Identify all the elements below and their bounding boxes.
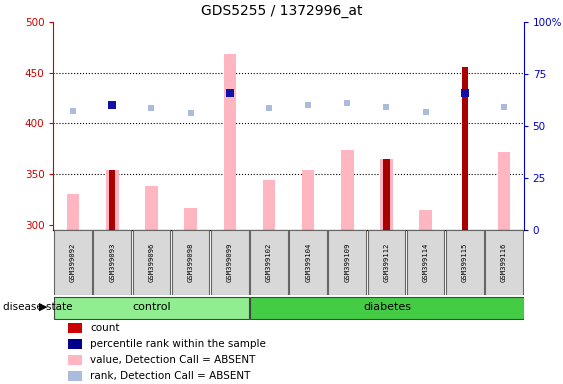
Text: diabetes: diabetes xyxy=(363,302,411,312)
Bar xyxy=(446,230,484,295)
Text: GSM399092: GSM399092 xyxy=(70,243,76,282)
Bar xyxy=(380,159,393,230)
Text: ▶: ▶ xyxy=(39,302,48,312)
Text: GDS5255 / 1372996_at: GDS5255 / 1372996_at xyxy=(201,4,362,18)
Text: GSM399114: GSM399114 xyxy=(423,243,428,282)
Bar xyxy=(302,170,314,230)
Bar xyxy=(67,194,79,230)
Bar xyxy=(383,159,390,230)
Text: GSM399098: GSM399098 xyxy=(187,243,194,282)
Text: value, Detection Call = ABSENT: value, Detection Call = ABSENT xyxy=(90,355,256,365)
Text: GSM399096: GSM399096 xyxy=(149,243,154,282)
Bar xyxy=(462,67,468,230)
Text: GSM399112: GSM399112 xyxy=(383,243,390,282)
Text: GSM399104: GSM399104 xyxy=(305,243,311,282)
Bar xyxy=(54,297,249,319)
Text: rank, Detection Call = ABSENT: rank, Detection Call = ABSENT xyxy=(90,371,251,381)
Bar xyxy=(106,170,119,230)
Text: GSM399109: GSM399109 xyxy=(345,243,350,282)
Bar xyxy=(172,230,209,295)
Bar xyxy=(368,230,405,295)
Bar xyxy=(263,180,275,230)
Bar xyxy=(68,371,82,381)
Text: GSM399099: GSM399099 xyxy=(227,243,233,282)
Text: GSM399116: GSM399116 xyxy=(501,243,507,282)
Bar xyxy=(68,339,82,349)
Bar xyxy=(419,210,432,230)
Text: percentile rank within the sample: percentile rank within the sample xyxy=(90,339,266,349)
Bar xyxy=(145,186,158,230)
Text: count: count xyxy=(90,323,119,333)
Bar xyxy=(498,152,510,230)
Bar xyxy=(407,230,444,295)
Bar xyxy=(93,230,131,295)
Bar xyxy=(211,230,249,295)
Text: disease state: disease state xyxy=(3,302,72,312)
Text: GSM399115: GSM399115 xyxy=(462,243,468,282)
Text: GSM399102: GSM399102 xyxy=(266,243,272,282)
Bar xyxy=(485,230,523,295)
Bar xyxy=(68,355,82,365)
Bar xyxy=(224,55,236,230)
Text: GSM399093: GSM399093 xyxy=(109,243,115,282)
Bar xyxy=(328,230,366,295)
Bar xyxy=(184,208,197,230)
Bar xyxy=(250,230,288,295)
Bar xyxy=(109,170,115,230)
Bar xyxy=(250,297,524,319)
Bar xyxy=(68,323,82,333)
Bar xyxy=(54,230,92,295)
Bar xyxy=(341,150,354,230)
Text: control: control xyxy=(132,302,171,312)
Bar xyxy=(133,230,170,295)
Bar xyxy=(289,230,327,295)
